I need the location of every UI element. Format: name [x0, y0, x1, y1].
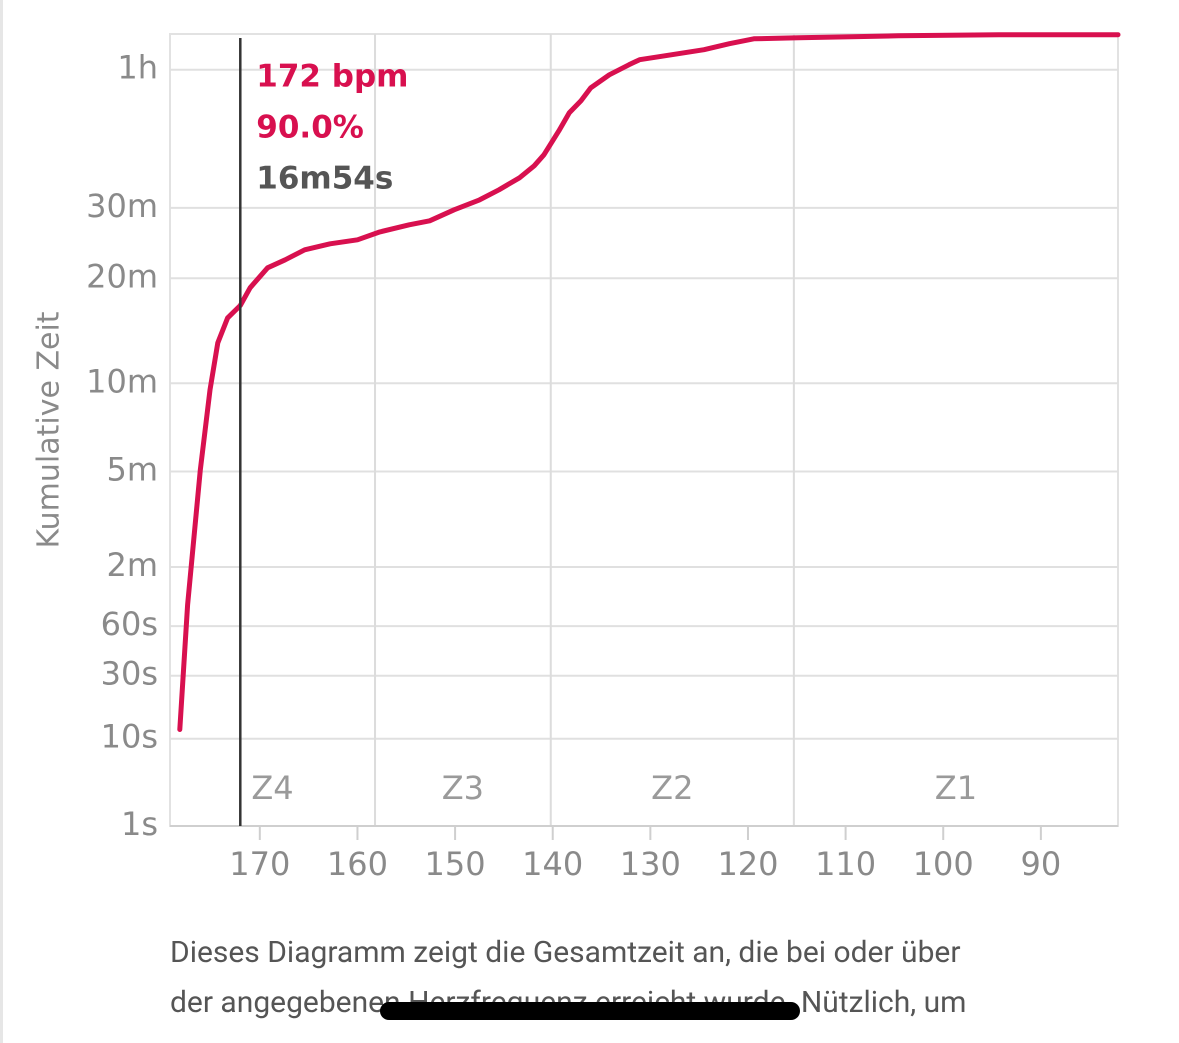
zone-label: Z1 — [935, 769, 977, 807]
x-tick-label: 120 — [717, 845, 778, 883]
y-tick-label: 1s — [121, 805, 158, 843]
y-tick-label: 30m — [86, 187, 158, 225]
x-tick-label: 140 — [522, 845, 583, 883]
cursor-label: 16m54s — [256, 161, 393, 197]
x-tick-label: 110 — [815, 845, 876, 883]
zone-label: Z4 — [251, 769, 293, 807]
y-axis-label: Kumulative Zeit — [32, 311, 67, 548]
x-tick-label: 130 — [620, 845, 681, 883]
redaction-bar — [380, 1002, 800, 1020]
cursor-label: 172 bpm — [256, 59, 408, 95]
y-tick-label: 20m — [86, 257, 158, 295]
x-tick-label: 170 — [229, 845, 290, 883]
y-tick-label: 5m — [106, 451, 158, 489]
zone-label: Z2 — [651, 769, 693, 807]
y-tick-label: 10s — [101, 718, 158, 756]
y-tick-label: 10m — [86, 362, 158, 400]
caption-line: Dieses Diagramm zeigt die Gesamtzeit an,… — [170, 935, 961, 970]
zone-label: Z3 — [442, 769, 484, 807]
page-edge — [0, 0, 3, 1043]
y-tick-label: 60s — [101, 605, 158, 643]
x-tick-label: 100 — [913, 845, 974, 883]
plot-frame — [169, 33, 1119, 827]
x-tick-label: 90 — [1021, 845, 1062, 883]
x-tick-label: 150 — [425, 845, 486, 883]
chart: Kumulative Zeit 1s 10s 30s 60s 2m 5m 10m 20m 30m… — [32, 32, 1121, 883]
y-tick-label: 30s — [101, 655, 158, 693]
x-tick-label: 160 — [327, 845, 388, 883]
y-tick-label: 2m — [106, 546, 158, 584]
y-tick-label: 1h — [117, 49, 158, 87]
cursor-label: 90.0% — [256, 110, 364, 146]
